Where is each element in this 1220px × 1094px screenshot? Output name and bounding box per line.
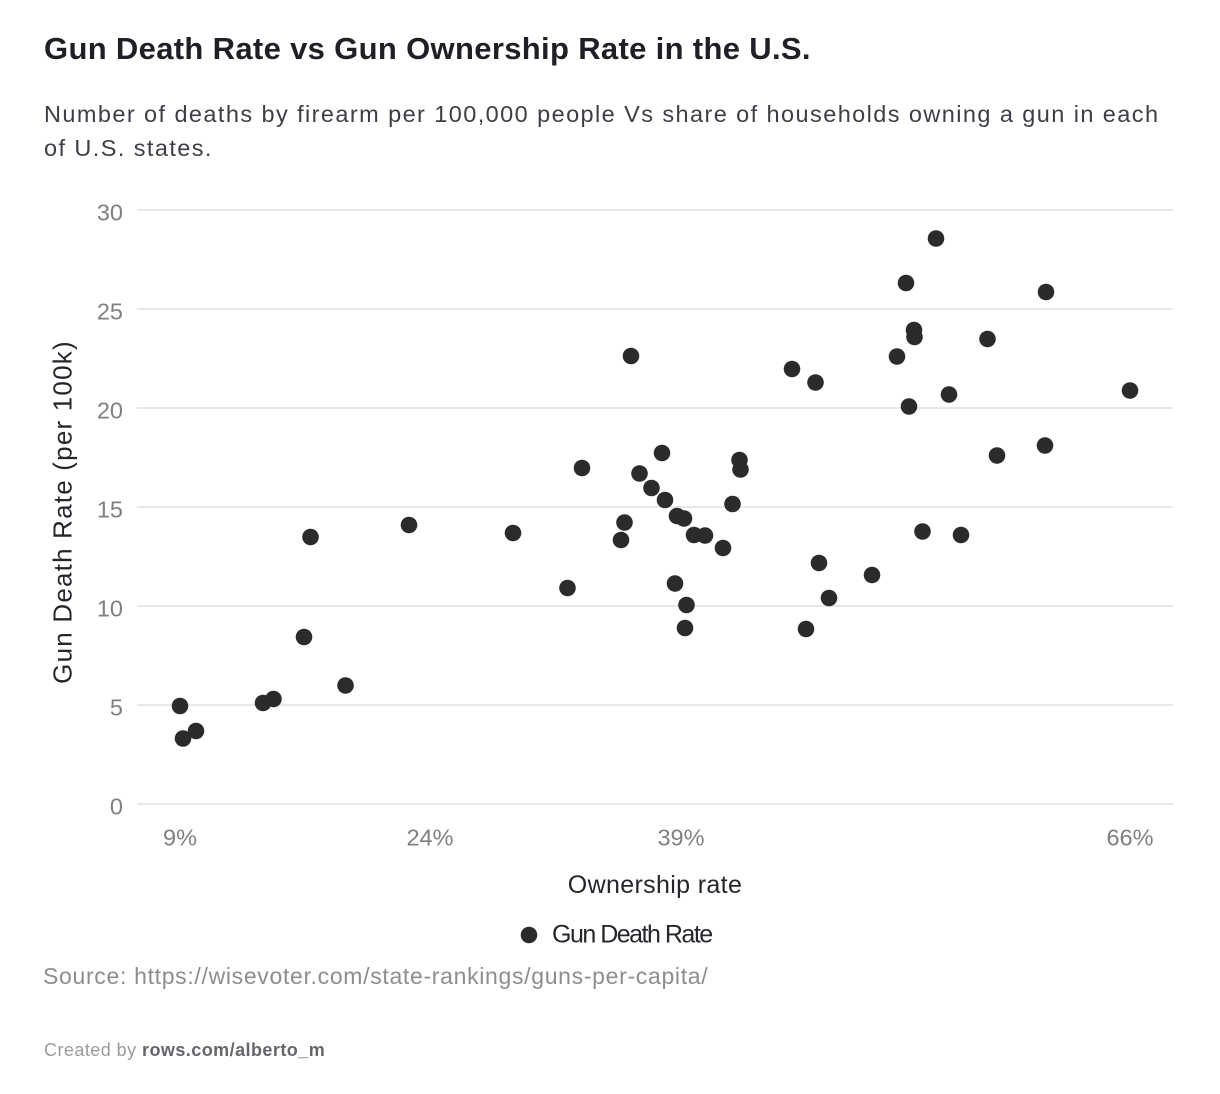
svg-text:Created by rows.com/alberto_m: Created by rows.com/alberto_m: [44, 1040, 325, 1060]
svg-text:9%: 9%: [163, 825, 197, 851]
svg-text:25: 25: [97, 299, 123, 325]
svg-text:Gun Death Rate: Gun Death Rate: [552, 921, 712, 949]
svg-text:15: 15: [97, 497, 123, 523]
svg-text:Source: https://wisevoter.com/: Source: https://wisevoter.com/state-rank…: [43, 963, 708, 989]
svg-text:39%: 39%: [657, 825, 704, 851]
svg-text:Gun Death Rate (per 100k): Gun Death Rate (per 100k): [48, 340, 78, 684]
svg-text:5: 5: [110, 695, 123, 721]
svg-text:10: 10: [97, 596, 123, 622]
svg-text:20: 20: [97, 398, 123, 424]
svg-text:0: 0: [110, 794, 123, 820]
svg-text:Ownership rate: Ownership rate: [568, 871, 742, 899]
svg-text:30: 30: [97, 200, 123, 226]
svg-text:66%: 66%: [1106, 825, 1153, 851]
svg-text:24%: 24%: [406, 825, 453, 851]
